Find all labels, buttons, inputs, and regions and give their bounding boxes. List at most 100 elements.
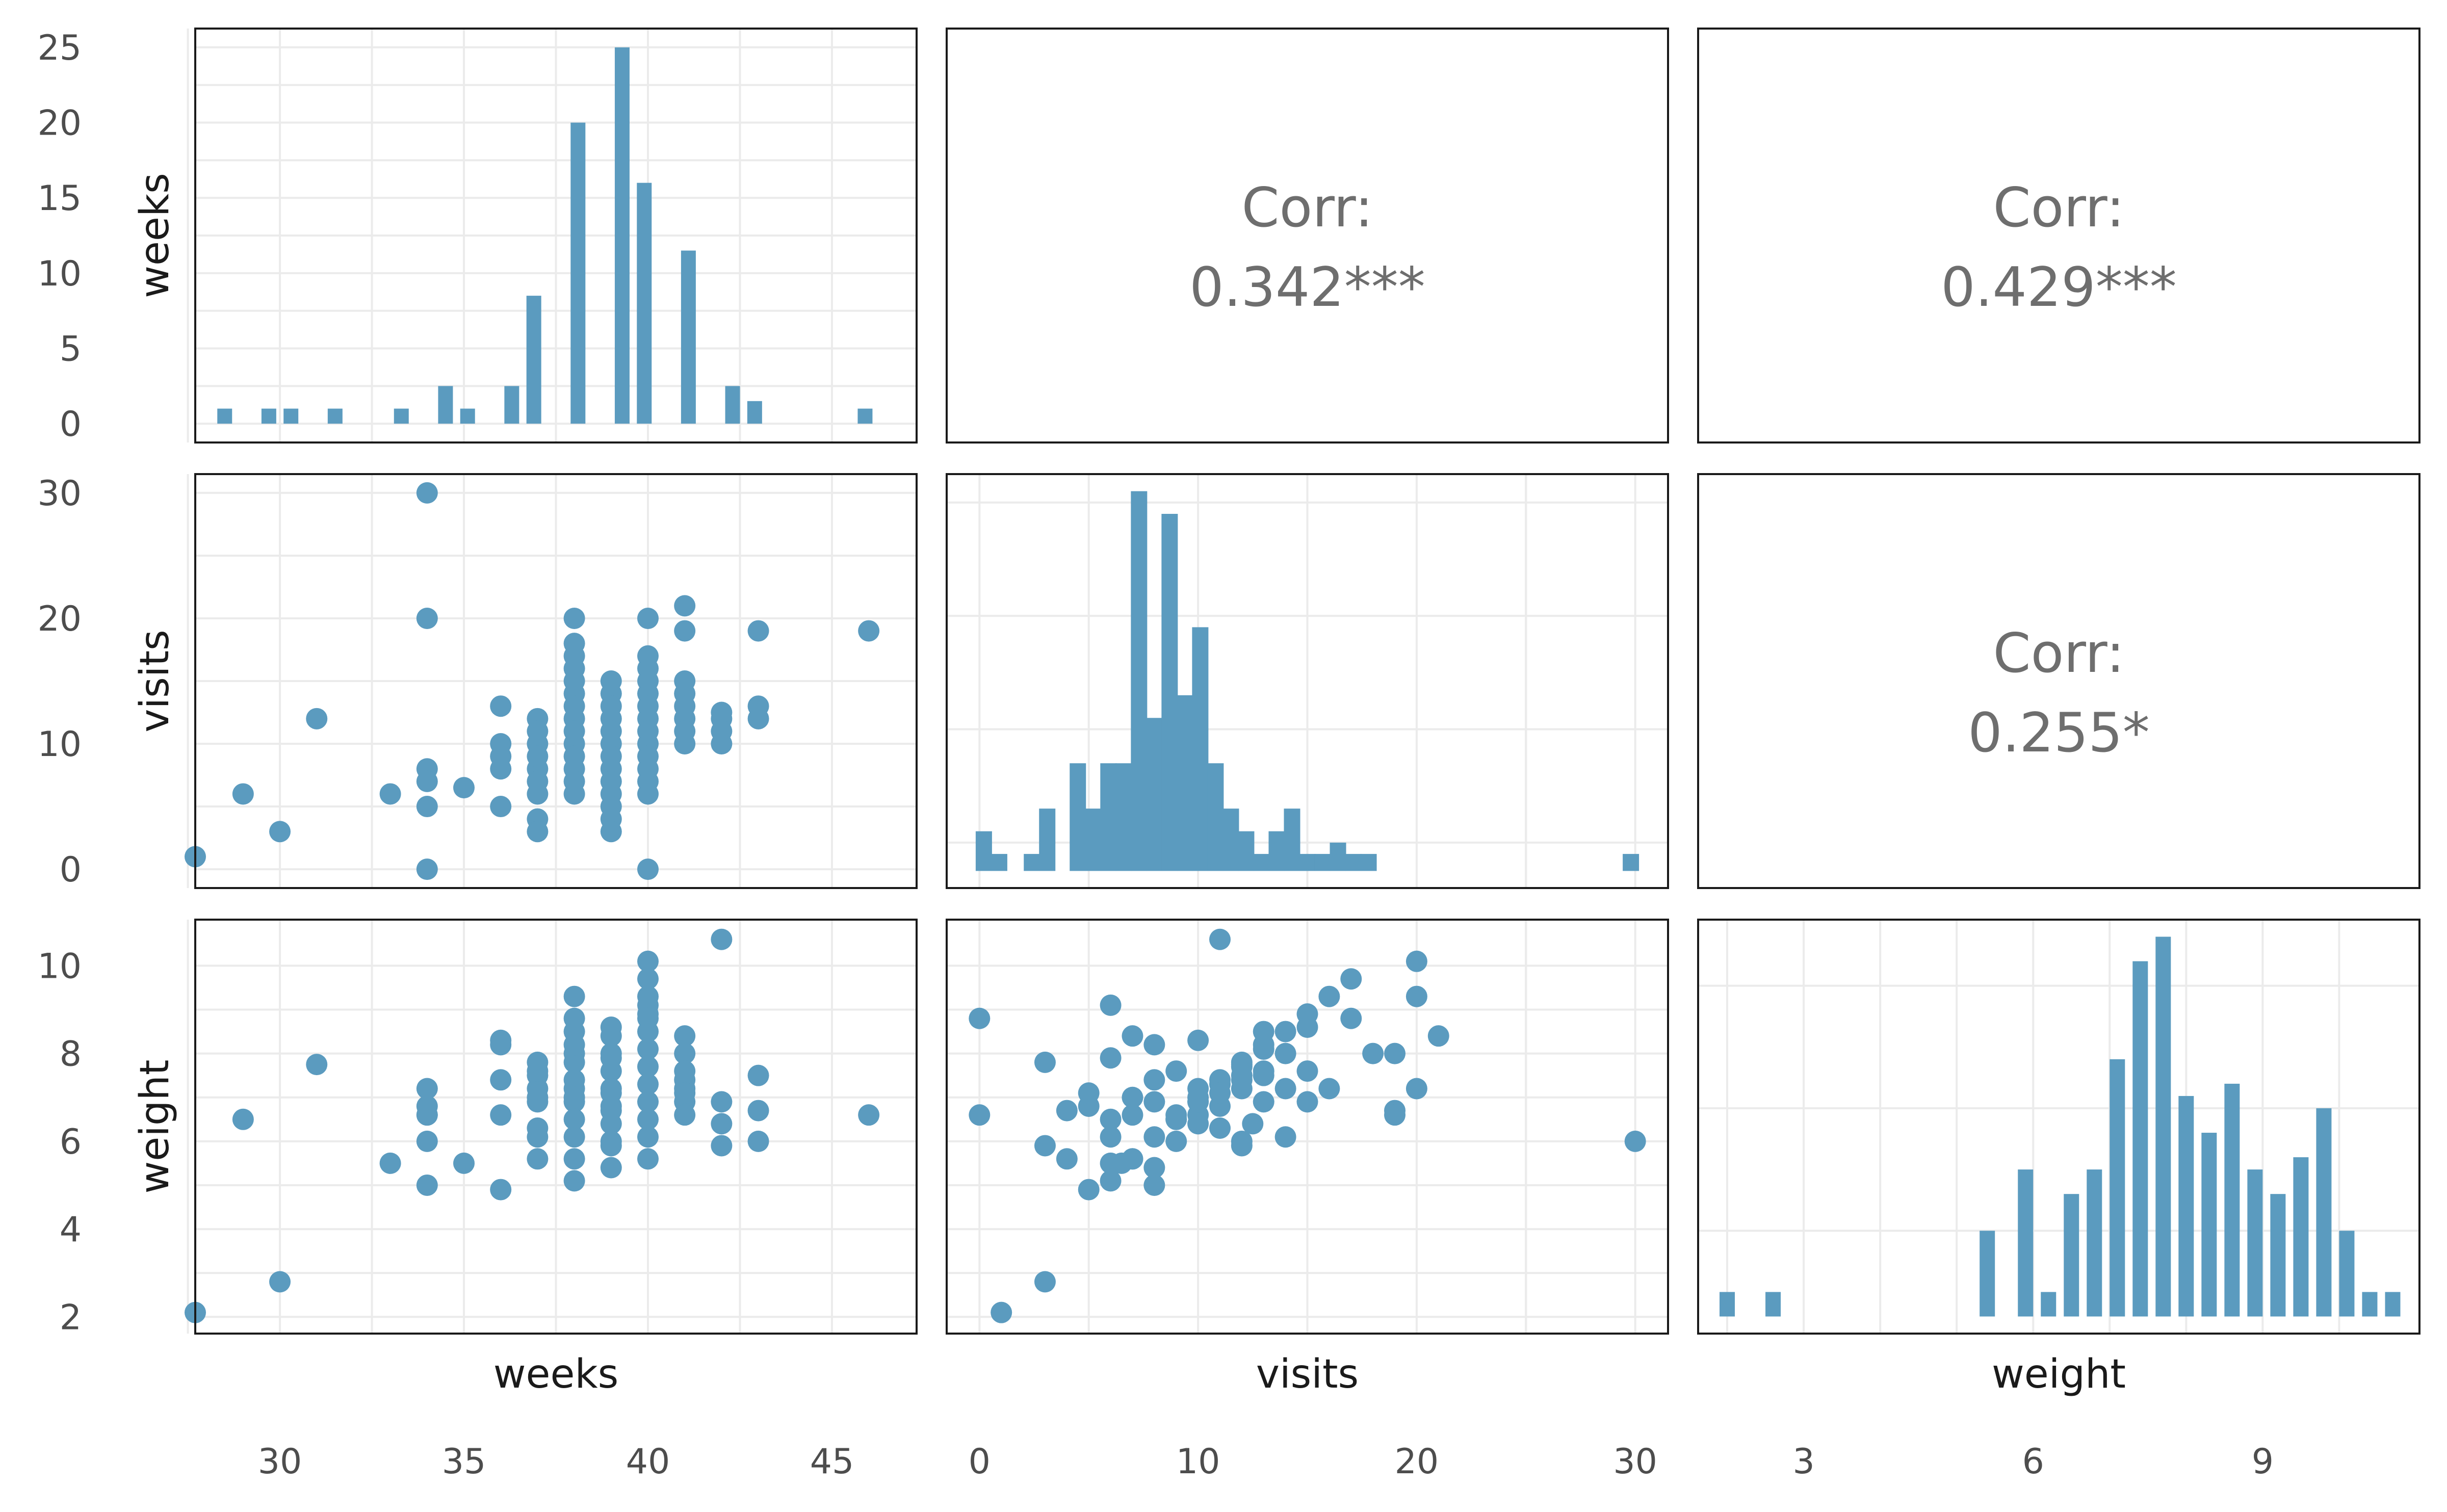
scatter-point [711, 701, 733, 723]
histogram-bar [2316, 1108, 2332, 1317]
scatter-point [1274, 1042, 1296, 1064]
scatter-point [416, 1174, 438, 1196]
scatter-point [858, 1104, 880, 1126]
scatter-point [527, 1051, 549, 1073]
panel-visits-weeks [185, 473, 918, 889]
panel-border [1697, 473, 2420, 889]
scatter-point [416, 796, 438, 818]
scatter-point [1362, 1042, 1384, 1064]
scatter-point [1143, 1174, 1165, 1196]
scatter-point [563, 1148, 585, 1170]
histogram-bar [2247, 1169, 2263, 1317]
histogram-bar [394, 408, 409, 424]
scatter-point [1231, 1130, 1253, 1152]
scatter-point [1165, 1130, 1187, 1152]
scatter-point [416, 1095, 438, 1117]
scatter-point [674, 733, 696, 755]
scatter-point [269, 821, 291, 843]
scatter-point [637, 1091, 659, 1113]
histogram-bar [1192, 627, 1209, 871]
scatter-point [1318, 985, 1340, 1007]
scatter-point [490, 1104, 512, 1126]
row-label-visits: visits [132, 630, 178, 732]
scatter-point [1122, 1148, 1143, 1170]
scatter-point [1143, 1034, 1165, 1056]
histogram-bar [1131, 491, 1148, 871]
row-label-weight: weight [132, 1060, 178, 1194]
scatter-point [747, 620, 769, 642]
y-tick-label: 30 [37, 474, 82, 514]
scatter-point [1143, 1091, 1165, 1113]
y-tick-label: 2 [60, 1297, 82, 1338]
scatter-point [1078, 1179, 1100, 1201]
scatter-point [1143, 1069, 1165, 1091]
x-tick-label: 0 [969, 1442, 991, 1482]
scatter-point [747, 695, 769, 717]
scatter-point [1340, 968, 1362, 990]
histogram-bar [1299, 854, 1316, 871]
scatter-point [1034, 1051, 1056, 1073]
panel-weeks-visits: Corr: 0.342*** [946, 28, 1669, 444]
scatter-point [637, 783, 659, 805]
panel-weeks-weight: Corr: 0.429*** [1697, 28, 2420, 444]
scatter-point [563, 1126, 585, 1148]
scatter-point [563, 1108, 585, 1130]
histogram-bar [2018, 1169, 2034, 1317]
scatter-point [711, 1113, 733, 1135]
panel-border [946, 919, 1669, 1335]
scatter-point [527, 745, 549, 767]
histogram-bar [2178, 1096, 2194, 1317]
histogram-bar [1268, 831, 1285, 871]
scatter-point [490, 796, 512, 818]
panel-border [194, 919, 918, 1335]
scatter-point [490, 733, 512, 755]
scatter-point [637, 1007, 659, 1029]
scatter-point [453, 1152, 475, 1174]
scatter-point [527, 1126, 549, 1148]
scatter-point [563, 1051, 585, 1073]
scatter-point [637, 858, 659, 880]
scatter-point [1405, 1078, 1427, 1100]
scatter-point [490, 1029, 512, 1051]
scatter-point [563, 985, 585, 1007]
scatter-point [1231, 1069, 1253, 1091]
scatter-point [1165, 1108, 1187, 1130]
scatter-point [674, 595, 696, 617]
scatter-point [416, 1078, 438, 1100]
histogram-bar [2064, 1194, 2079, 1317]
column-label-visits: visits [1256, 1351, 1359, 1397]
scatter-point [674, 620, 696, 642]
histogram-bar [438, 386, 453, 424]
scatter-point [379, 1152, 401, 1174]
histogram-bar [637, 183, 652, 424]
scatter-point [637, 950, 659, 972]
panel-weight-weeks [185, 919, 918, 1335]
scatter-point [490, 1069, 512, 1091]
x-tick-label: 3 [1792, 1442, 1814, 1482]
histogram-bar [725, 386, 740, 424]
scatter-point [1624, 1130, 1646, 1152]
scatter-point [416, 482, 438, 504]
histogram-bar [2041, 1292, 2056, 1317]
scatter-point [1253, 1091, 1274, 1113]
scatter-point [711, 1135, 733, 1157]
histogram-bar [1146, 718, 1163, 871]
scatter-point [637, 1073, 659, 1095]
scatter-point [637, 1148, 659, 1170]
scatter-point [1340, 1007, 1362, 1029]
scatter-point [674, 1042, 696, 1064]
panel-weight-weight [1697, 919, 2420, 1335]
scatter-point [1187, 1029, 1209, 1051]
scatter-point [1100, 994, 1122, 1016]
y-tick-label: 10 [37, 946, 82, 986]
scatter-point [490, 758, 512, 780]
histogram-bar [504, 386, 519, 424]
histogram-bar [2110, 1059, 2125, 1317]
y-tick-label: 0 [60, 850, 82, 890]
scatter-point [711, 1091, 733, 1113]
scatter-point [600, 821, 622, 843]
x-tick-label: 30 [258, 1442, 302, 1482]
scatter-point [416, 770, 438, 792]
scatter-point [637, 607, 659, 629]
